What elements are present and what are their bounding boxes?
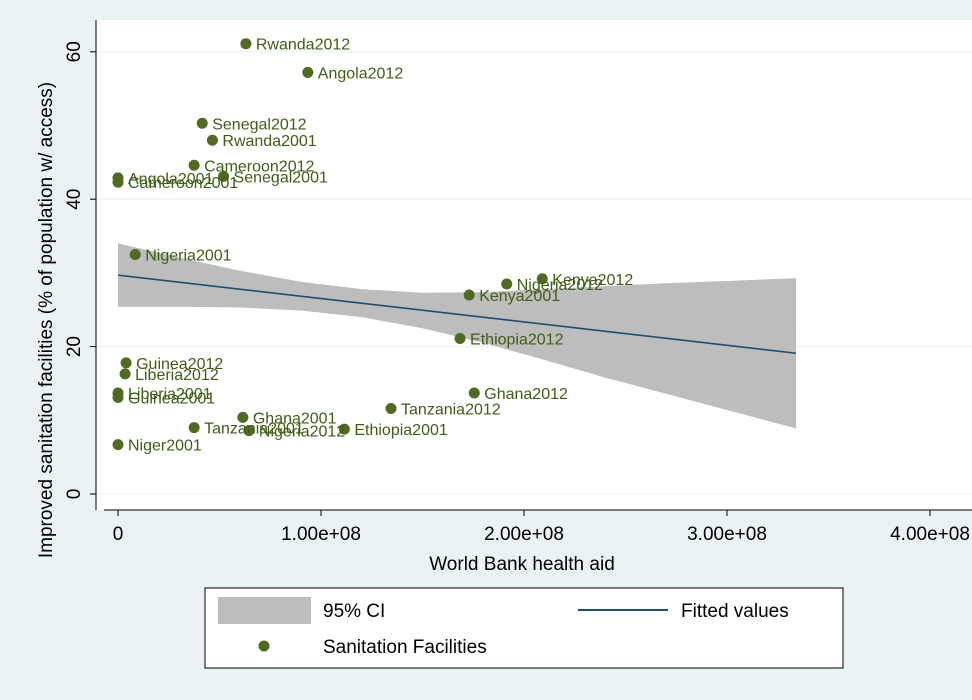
point-label: Ghana2012 [484, 386, 568, 403]
y-tick-label: 60 [64, 41, 85, 62]
point-label: Cameroon2012 [204, 158, 314, 175]
legend-fit-label: Fitted values [681, 601, 789, 622]
data-point [454, 332, 466, 344]
y-ticks: 0 20 40 60 [64, 41, 96, 499]
point-label: Tanzania2001 [204, 421, 304, 438]
x-tick-label: 1.00e+08 [281, 524, 361, 545]
data-point [120, 357, 132, 369]
data-point [112, 391, 124, 403]
data-point [218, 170, 230, 182]
fit-line [117, 274, 797, 355]
y-tick-label: 40 [64, 189, 85, 210]
data-point [112, 439, 124, 451]
point-label: Angola2001 [128, 171, 214, 188]
axes [95, 20, 972, 511]
point-label: Ghana2001 [253, 410, 337, 427]
data-point [196, 117, 208, 129]
data-point [536, 273, 548, 285]
data-point [243, 425, 255, 437]
point-label: Kenya2001 [479, 288, 560, 305]
point-label: Cameroon2001 [128, 175, 238, 192]
data-point [240, 38, 252, 50]
point-label: Nigeria2001 [145, 247, 231, 264]
plot-area [96, 20, 972, 510]
point-label: Senegal2001 [234, 169, 328, 186]
x-tick-label: 2.00e+08 [484, 524, 564, 545]
data-point [188, 422, 200, 434]
y-tick-label: 20 [64, 336, 85, 357]
data-point [501, 278, 513, 290]
x-tick-label: 3.00e+08 [687, 524, 767, 545]
legend-ci-label: 95% CI [323, 601, 385, 622]
data-point [129, 248, 141, 260]
data-point [463, 289, 475, 301]
x-tick-label: 0 [113, 524, 124, 545]
point-label: Guinea2012 [136, 356, 223, 373]
grid [96, 51, 972, 495]
data-point [112, 176, 124, 188]
data-point [206, 134, 218, 146]
x-tick-label: 4.00e+08 [890, 524, 970, 545]
data-point [237, 411, 249, 423]
point-label: Rwanda2001 [222, 133, 316, 150]
data-point [338, 423, 350, 435]
point-label: Guinea2001 [128, 390, 215, 407]
data-point [385, 403, 397, 415]
legend-marker-swatch [258, 640, 270, 652]
point-label: Ethiopia2001 [354, 422, 448, 439]
point-label: Senegal2012 [212, 116, 306, 133]
point-label: Rwanda2012 [256, 37, 350, 54]
data-point [119, 368, 131, 380]
point-labels-layer: Rwanda2012 Angola2012 Senegal2012Rwanda200… [128, 37, 633, 455]
point-label: Nigeria2012 [517, 277, 603, 294]
point-label: Liberia2001 [128, 386, 212, 403]
x-ticks: 0 1.00e+08 2.00e+08 3.00e+08 4.00e+08 [113, 510, 970, 545]
fit-line-layer [117, 274, 797, 355]
legend: 95% CI Fitted values Sanitation Faciliti… [204, 587, 844, 669]
data-point [302, 66, 314, 78]
points-layer [112, 38, 548, 451]
legend-ci-swatch [218, 597, 311, 624]
point-label: Ethiopia2012 [470, 331, 564, 348]
data-point [468, 387, 480, 399]
point-label: Tanzania2012 [401, 402, 501, 419]
point-label: Kenya2012 [552, 272, 633, 289]
legend-box [204, 587, 844, 669]
point-label: Liberia2012 [135, 367, 219, 384]
point-label: Angola2012 [318, 65, 404, 82]
point-label: Nigeria2012 [259, 424, 345, 441]
y-tick-label: 0 [64, 489, 85, 500]
y-axis-title: Improved sanitation facilities (% of pop… [36, 82, 57, 558]
x-axis-title: World Bank health aid [429, 554, 615, 575]
point-label: Niger2001 [128, 438, 202, 455]
data-point [188, 159, 200, 171]
legend-marker-label: Sanitation Facilities [323, 637, 487, 658]
